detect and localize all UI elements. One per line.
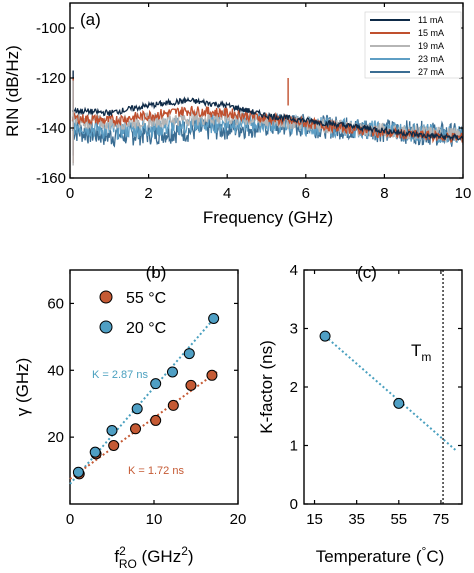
- panel-c-ylabel: K-factor (ns): [257, 340, 276, 434]
- k-factor-point: [393, 397, 405, 409]
- data-point-55c: [108, 440, 120, 451]
- panel-b-ylabel: γ (GHz): [13, 358, 32, 417]
- ytick-label: 2: [290, 379, 298, 396]
- data-point-55c: [130, 423, 142, 435]
- fit-label-55c: K = 1.72 ns: [128, 465, 184, 477]
- panel-b-legend: 55 °C 20 °C: [99, 290, 166, 337]
- panel-b-ticks: 0 10 20 20 40 60: [47, 270, 246, 528]
- panel-a-ylabel: RIN (dB/Hz): [3, 45, 22, 137]
- rin-traces: [71, 70, 463, 166]
- fit-label-20c: K = 2.87 ns: [92, 369, 148, 381]
- legend-entry: 23 mA: [418, 54, 444, 64]
- data-point-20c: [131, 403, 143, 415]
- xtick-label: 10: [455, 185, 472, 202]
- panel-a-ticks: 0 2 4 6 8 10 -100 -120 -140 -160: [36, 3, 471, 202]
- panel-c-ticks: 15 35 55 75 0 1 2 3 4: [290, 262, 462, 528]
- legend-marker: [99, 320, 113, 334]
- panel-a-label: (a): [80, 10, 101, 29]
- ytick-label: 60: [47, 295, 64, 312]
- ytick-label: 4: [290, 262, 298, 279]
- legend-entry: 11 mA: [418, 15, 443, 25]
- data-point-55c: [167, 399, 179, 411]
- ytick-label: 1: [290, 438, 298, 455]
- panel-a: 0 2 4 6 8 10 -100 -120 -140 -160 (a) Frequency (G…: [3, 2, 471, 227]
- data-point-20c: [208, 312, 220, 324]
- xtick-label: 8: [380, 185, 388, 202]
- panel-c-points: [319, 330, 405, 409]
- data-point-20c: [72, 466, 84, 478]
- xtick-label: 20: [230, 511, 247, 528]
- legend-entry: 15 mA: [418, 28, 444, 38]
- panel-b-label: (b): [146, 263, 167, 282]
- data-point-55c: [206, 369, 218, 381]
- legend-entry: 27 mA: [418, 67, 444, 77]
- panel-c-xlabel: Temperature (°C): [316, 544, 445, 566]
- panel-c: (c) 15 35 55 75 0 1 2 3 4 Tm K-factor (ns) Tempe…: [257, 262, 463, 566]
- panel-b-fits: [69, 314, 218, 485]
- k-factor-fit-line: [324, 335, 457, 451]
- k-factor-point: [319, 330, 331, 342]
- data-point-55c: [150, 414, 162, 426]
- data-point-20c: [150, 378, 162, 390]
- data-point-20c: [183, 348, 195, 360]
- ytick-label: -120: [36, 70, 66, 87]
- xtick-label: 10: [146, 511, 163, 528]
- legend-entry: 20 °C: [126, 320, 166, 337]
- data-point-20c: [89, 446, 101, 458]
- xtick-label: 2: [144, 185, 152, 202]
- ytick-label: 40: [47, 362, 64, 379]
- xtick-label: 75: [433, 511, 450, 528]
- fit-line: [69, 314, 218, 485]
- xtick-label: 15: [306, 511, 323, 528]
- tm-annotation: Tm: [411, 341, 431, 364]
- data-point-20c: [106, 424, 118, 436]
- data-point-55c: [185, 379, 197, 391]
- xtick-label: 0: [66, 511, 74, 528]
- ytick-label: -160: [36, 170, 66, 187]
- panel-c-label: (c): [357, 263, 377, 282]
- panel-a-xlabel: Frequency (GHz): [203, 208, 333, 227]
- panel-a-legend: 11 mA 15 mA 19 mA 23 mA 27 mA: [364, 11, 462, 79]
- ytick-label: -100: [36, 20, 66, 37]
- data-point-20c: [166, 366, 178, 378]
- ytick-label: 3: [290, 321, 298, 338]
- legend-marker: [99, 290, 113, 304]
- rin-trace-11ma: [71, 96, 463, 141]
- xtick-label: 4: [223, 185, 231, 202]
- xtick-label: 6: [302, 185, 310, 202]
- legend-entry: 55 °C: [126, 290, 166, 307]
- xtick-label: 0: [66, 185, 74, 202]
- ytick-label: 0: [290, 496, 298, 513]
- legend-entry: 19 mA: [418, 41, 444, 51]
- panel-b-points: [72, 312, 220, 480]
- panel-b: (b) 0 10 20 20 40 60 55 °C 20 °C K = 2.87 ns K…: [13, 263, 246, 571]
- panel-a-frame: [69, 2, 464, 179]
- panel-b-xlabel: f2 RO (GHz2): [114, 544, 193, 571]
- fit-line: [69, 371, 218, 480]
- ytick-label: -140: [36, 120, 66, 137]
- xtick-label: 55: [390, 511, 407, 528]
- xtick-label: 35: [348, 511, 365, 528]
- ytick-label: 20: [47, 429, 64, 446]
